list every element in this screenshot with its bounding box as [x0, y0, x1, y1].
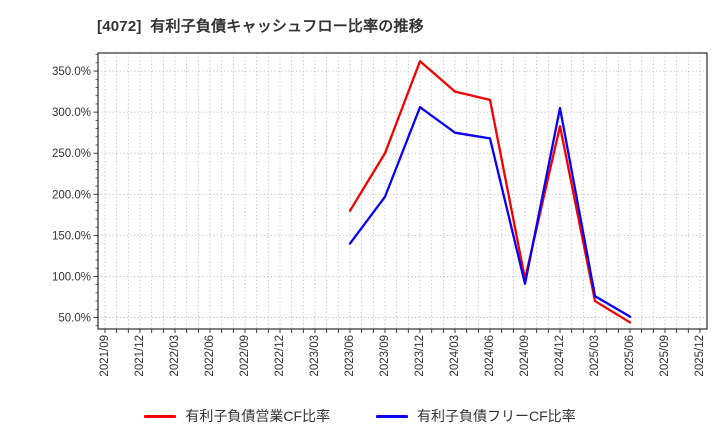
- series-line-operating-cf: [348, 60, 632, 324]
- y-axis-label: 200.0%: [52, 189, 91, 201]
- chart-legend: 有利子負債営業CF比率 有利子負債フリーCF比率: [0, 403, 720, 429]
- x-axis-label: 2025/09: [659, 335, 671, 377]
- legend-line-red-icon: [144, 414, 177, 418]
- y-axis-label: 250.0%: [52, 148, 91, 160]
- x-axis-label: 2025/06: [624, 335, 636, 377]
- x-axis-label: 2025/03: [589, 335, 601, 377]
- x-axis-label: 2023/06: [344, 335, 356, 377]
- legend-label-free-cf: 有利子負債フリーCF比率: [417, 408, 576, 424]
- y-axis-label: 50.0%: [58, 313, 91, 325]
- legend-label-operating-cf: 有利子負債営業CF比率: [185, 408, 330, 424]
- plot-border: [97, 52, 708, 330]
- x-axis-label: 2024/06: [484, 335, 496, 377]
- legend-item-operating-cf: 有利子負債営業CF比率: [144, 406, 330, 426]
- x-axis-label: 2022/09: [239, 335, 251, 377]
- x-axis-label: 2023/12: [414, 335, 426, 377]
- y-axis-label: 300.0%: [52, 107, 91, 119]
- x-axis-label: 2022/03: [169, 335, 181, 377]
- legend-item-free-cf: 有利子負債フリーCF比率: [376, 406, 576, 426]
- y-axis-label: 350.0%: [52, 66, 91, 78]
- y-axis-label: 100.0%: [52, 271, 91, 283]
- x-axis-label: 2022/06: [204, 335, 216, 377]
- x-axis-label: 2024/03: [449, 335, 461, 377]
- x-axis-label: 2025/12: [694, 335, 706, 377]
- legend-line-blue-icon: [376, 414, 408, 418]
- x-axis-label: 2021/09: [99, 335, 111, 377]
- x-axis-label: 2023/09: [379, 335, 391, 377]
- x-axis-label: 2022/12: [274, 335, 286, 377]
- x-axis-label: 2023/03: [309, 335, 321, 377]
- series-line-free-cf: [348, 106, 632, 318]
- x-axis-label: 2024/12: [554, 335, 566, 377]
- page-title: [4072] 有利子負債キャッシュフロー比率の推移: [97, 18, 424, 35]
- x-axis-label: 2024/09: [519, 335, 531, 377]
- y-axis-label: 150.0%: [52, 230, 91, 242]
- x-axis-label: 2021/12: [134, 335, 146, 377]
